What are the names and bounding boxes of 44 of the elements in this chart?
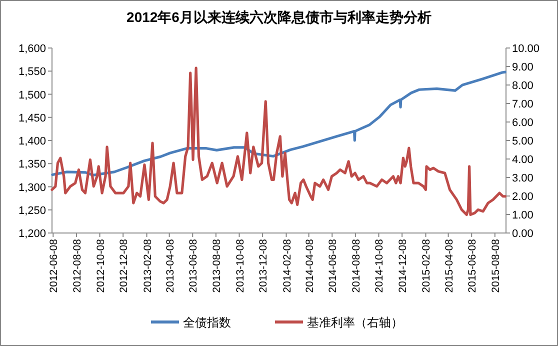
line-series [50,66,507,216]
chart-title: 2012年6月以来连续六次降息债市与利率走势分析 [126,9,432,25]
y2-tick-label: 3.00 [512,172,534,184]
y2-tick-label: 8.00 [512,80,534,92]
y2-tick-label: 7.00 [512,98,534,110]
x-tick-label: 2014-12-08 [397,238,410,293]
x-tick-label: 2012-06-08 [48,238,60,293]
y2-tick-label: 5.00 [512,136,534,148]
y2-tick-label: 4.00 [512,154,534,166]
y2-tick-label: 10.00 [512,43,540,55]
x-tick-label: 2015-02-08 [420,238,433,293]
legend-label: 全债指数 [183,316,231,330]
x-tick-label: 2014-04-08 [304,238,316,293]
x-tick-label: 2015-08-08 [490,238,502,293]
y-tick-label: 1,300 [18,182,46,194]
y2-tick-label: 6.00 [512,117,534,129]
x-tick-label: 2014-08-08 [350,238,362,293]
y2-tick-label: 9.00 [512,62,534,74]
y2-tick-label: 0.00 [512,228,534,240]
x-tick-label: 2013-12-08 [258,238,270,293]
x-tick-label: 2012-12-08 [118,238,130,293]
y-tick-label: 1,450 [18,112,46,124]
x-tick-label: 2014-10-08 [374,238,386,293]
legend-label: 基准利率（右轴） [307,316,403,330]
y-tick-label: 1,500 [18,89,46,102]
x-tick-label: 2012-08-08 [71,238,84,293]
x-tick-label: 2012-10-08 [94,238,107,293]
y2-tick-label: 2.00 [512,191,534,203]
y-tick-label: 1,600 [18,43,46,55]
y-tick-label: 1,200 [18,228,46,240]
x-tick-label: 2013-10-08 [234,238,246,293]
y-tick-label: 1,250 [18,204,46,217]
x-tick-label: 2015-04-08 [443,238,456,293]
x-tick-label: 2013-02-08 [142,238,154,293]
y-tick-label: 1,400 [18,136,46,148]
x-tick-label: 2013-06-08 [188,238,200,293]
x-tick-label: 2015-06-08 [466,238,479,293]
x-tick-label: 2014-02-08 [281,238,294,293]
y2-tick-label: 1.00 [512,210,534,222]
x-tick-label: 2013-08-08 [210,238,223,293]
y-tick-label: 1,350 [18,158,46,171]
x-tick-label: 2014-06-08 [327,238,340,293]
x-tick-label: 2013-04-08 [164,238,176,293]
y-tick-label: 1,550 [18,66,46,78]
